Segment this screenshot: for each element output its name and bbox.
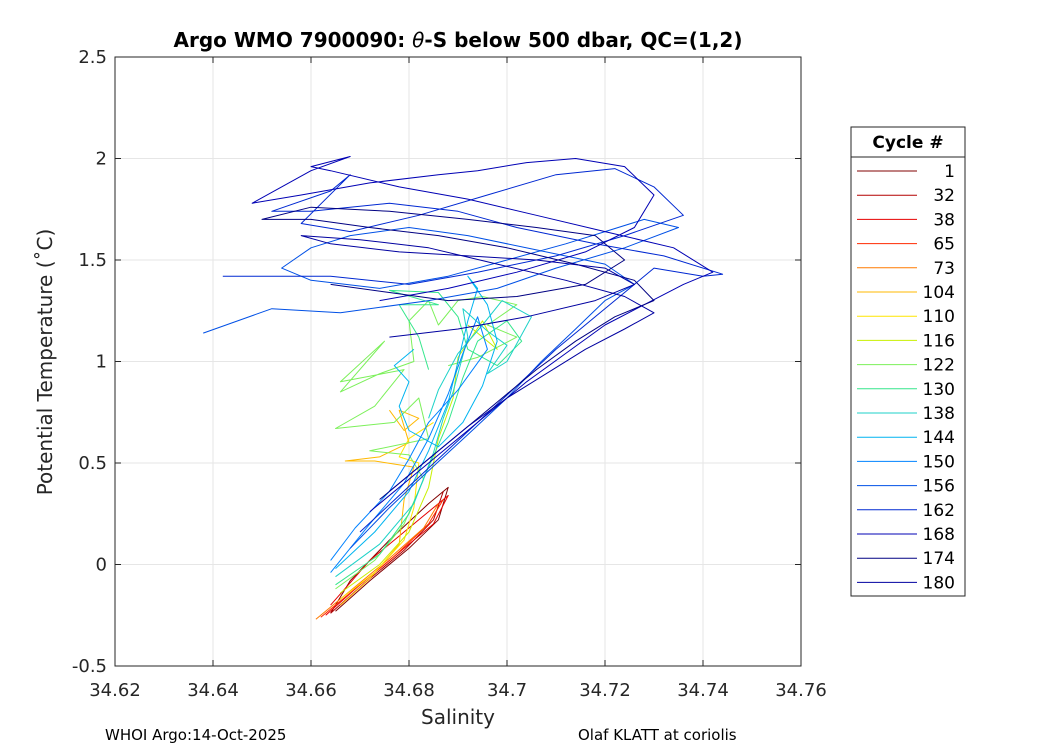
legend-label-1: 1 <box>944 162 955 182</box>
x-tick-label: 34.66 <box>285 680 337 701</box>
legend: Cycle # 1 32 38 65 73 104 110 116 122 130 138 144 15… <box>850 126 966 597</box>
legend-label-168: 168 <box>923 525 955 545</box>
footer-left: WHOI Argo:14-Oct-2025 <box>105 726 286 744</box>
legend-label-116: 116 <box>923 331 955 351</box>
legend-label-180: 180 <box>923 573 955 593</box>
y-tick-label: 2.5 <box>78 47 107 68</box>
series-line-cycle-65 <box>320 499 444 618</box>
series-line-cycle-73 <box>315 503 439 620</box>
series-line-cycle-180 <box>300 235 655 492</box>
axis-ticks: 34.62 34.64 34.66 34.68 34.7 34.72 34.74 34.76 -… <box>72 47 827 701</box>
legend-label-122: 122 <box>923 356 955 376</box>
legend-label-65: 65 <box>933 235 955 255</box>
legend-label-156: 156 <box>923 477 955 497</box>
series-line-cycle-116 <box>340 320 498 594</box>
chart-title: Argo WMO 7900090: θ-S below 500 dbar, QC… <box>174 28 743 52</box>
legend-box <box>850 126 966 597</box>
series-line-cycle-168 <box>251 156 714 513</box>
legend-label-144: 144 <box>923 428 955 448</box>
legend-label-150: 150 <box>923 452 955 472</box>
y-tick-label: 1 <box>96 352 107 373</box>
x-tick-label: 34.76 <box>775 680 827 701</box>
x-tick-label: 34.62 <box>89 680 141 701</box>
y-tick-label: 0 <box>96 555 107 576</box>
series-line-cycle-162 <box>222 168 724 533</box>
series-line-cycle-104 <box>340 409 420 606</box>
legend-label-38: 38 <box>933 210 955 230</box>
y-axis-label: Potential Temperature (˚C) <box>33 229 57 496</box>
x-tick-label: 34.64 <box>187 680 239 701</box>
legend-title: Cycle # <box>872 133 943 153</box>
x-tick-label: 34.74 <box>677 680 729 701</box>
footer-right: Olaf KLATT at coriolis <box>578 726 737 744</box>
series-line-cycle-156 <box>203 218 679 549</box>
legend-label-73: 73 <box>933 259 955 279</box>
y-tick-label: 0.5 <box>78 453 107 474</box>
x-tick-label: 34.7 <box>487 680 527 701</box>
legend-label-174: 174 <box>923 549 955 569</box>
chart-title-prefix: Argo WMO 7900090: <box>174 28 413 52</box>
series-line-cycle-110 <box>340 421 434 600</box>
y-tick-label: -0.5 <box>72 656 107 677</box>
chart-title-theta: θ <box>412 28 424 52</box>
legend-label-162: 162 <box>923 501 955 521</box>
legend-label-130: 130 <box>923 380 955 400</box>
y-tick-label: 1.5 <box>78 250 107 271</box>
legend-label-104: 104 <box>923 283 955 303</box>
data-series-group <box>203 156 724 620</box>
x-tick-label: 34.68 <box>383 680 435 701</box>
legend-label-110: 110 <box>923 307 955 327</box>
y-tick-label: 2 <box>96 149 107 170</box>
series-line-cycle-144 <box>335 275 498 569</box>
x-axis-label: Salinity <box>421 705 495 729</box>
legend-label-32: 32 <box>933 186 955 206</box>
x-tick-label: 34.72 <box>579 680 631 701</box>
legend-label-138: 138 <box>923 404 955 424</box>
chart-title-suffix: -S below 500 dbar, QC=(1,2) <box>424 28 742 52</box>
series-line-cycle-174 <box>261 206 655 500</box>
